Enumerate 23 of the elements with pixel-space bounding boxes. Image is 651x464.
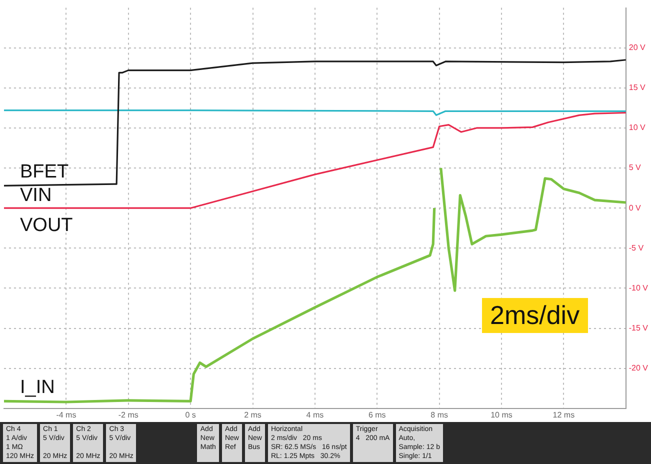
y-tick-label: -15 V — [628, 323, 649, 332]
x-tick-label: 2 ms — [244, 410, 262, 420]
series-label: VOUT — [20, 214, 74, 236]
x-tick-label: -4 ms — [56, 410, 76, 420]
x-tick-label: 4 ms — [306, 410, 324, 420]
y-tick-label: 5 V — [628, 163, 642, 172]
y-tick-label: 0 V — [628, 203, 642, 212]
annotation: 2ms/div — [482, 298, 588, 333]
x-tick-label: 0 s — [185, 410, 196, 420]
x-tick-label: -2 ms — [118, 410, 138, 420]
x-tick-label: 12 ms — [552, 410, 575, 420]
y-tick-label: 20 V — [628, 43, 646, 52]
y-tick-label: -20 V — [628, 364, 649, 373]
x-tick-label: 8 ms — [430, 410, 448, 420]
annotation: VIN — [20, 184, 52, 206]
series-label: BFET — [20, 161, 69, 182]
x-tick-label: 6 ms — [368, 410, 386, 420]
y-tick-label: 10 V — [628, 123, 646, 132]
series-label: I_IN — [20, 376, 55, 398]
x-tick-label: 10 ms — [490, 410, 512, 420]
y-tick-label: 15 V — [628, 83, 646, 92]
y-tick-label: -5 V — [628, 243, 644, 252]
y-tick-label: -10 V — [628, 283, 649, 292]
